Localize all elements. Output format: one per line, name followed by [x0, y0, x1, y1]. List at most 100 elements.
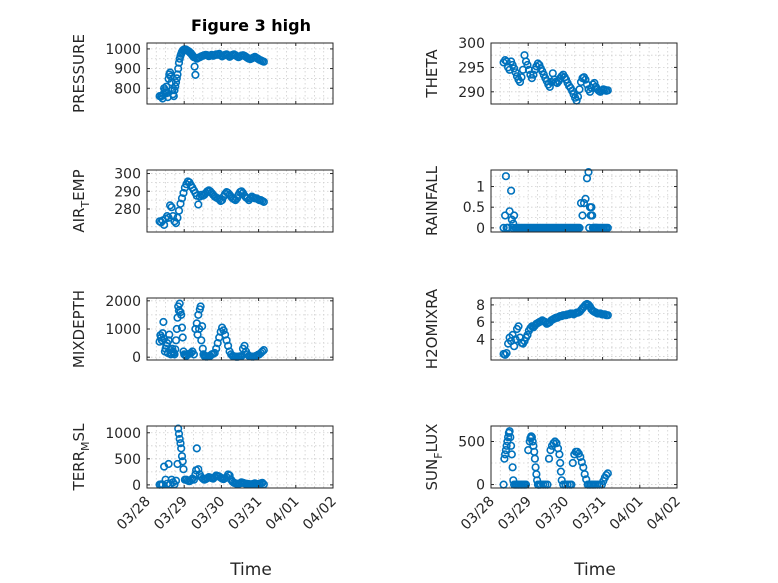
figure-title: Figure 3 high [191, 16, 311, 35]
y-tick-label: 1000 [105, 42, 141, 58]
x-tick-label: 04/01 [607, 494, 647, 534]
data-point [258, 347, 267, 356]
data-point [530, 454, 540, 463]
data-point [176, 439, 185, 448]
data-point [170, 86, 179, 95]
y-tick-label: 0 [476, 478, 485, 494]
data-point [164, 459, 173, 469]
data-point [507, 441, 516, 450]
data-point [179, 188, 188, 198]
y-axis-label: AIRTEMP [70, 169, 92, 232]
data-point [581, 75, 590, 84]
data-point [528, 437, 537, 446]
data-point [177, 310, 186, 320]
data-point [175, 434, 184, 444]
data-point [505, 207, 514, 216]
data-point [159, 317, 168, 327]
axes-box [490, 425, 678, 489]
y-tick-label: 500 [114, 452, 141, 468]
data-point [509, 64, 519, 73]
data-point [579, 199, 589, 208]
data-point [576, 452, 585, 462]
data-point [556, 467, 566, 476]
x-tick-label: 03/31 [226, 494, 266, 534]
data-point [189, 350, 198, 359]
data-point [585, 87, 595, 96]
data-point [172, 74, 181, 83]
data-point [568, 458, 577, 468]
data-point [578, 211, 587, 220]
data-point [603, 311, 612, 320]
data-point [164, 213, 173, 222]
data-point [259, 57, 268, 66]
data-point [501, 446, 511, 455]
y-tick-label: 280 [114, 202, 141, 218]
data-point [170, 350, 179, 359]
data-point [517, 73, 526, 82]
y-tick-label: 300 [114, 167, 141, 183]
y-tick-label: 8 [476, 298, 485, 314]
data-point [500, 454, 509, 463]
data-point [587, 203, 596, 212]
data-point [174, 206, 184, 215]
x-tick-label: 03/28 [114, 494, 154, 534]
data-point [603, 223, 612, 232]
y-tick-label: 300 [458, 36, 485, 52]
data-point [192, 444, 201, 453]
y-tick-label: 0.5 [463, 200, 485, 216]
data-point [259, 197, 268, 206]
y-tick-label: 1000 [105, 426, 141, 442]
data-point [259, 346, 268, 355]
data-point [523, 330, 532, 340]
y-tick-label: 800 [114, 81, 141, 97]
data-point [584, 168, 593, 177]
y-axis-label: SUNFLUX [423, 424, 445, 491]
y-tick-label: 290 [458, 85, 485, 101]
data-point [504, 223, 513, 232]
data-point [177, 452, 187, 461]
data-point [580, 470, 589, 479]
data-point [557, 476, 566, 485]
data-point [523, 60, 532, 70]
x-tick-label: 04/02 [300, 494, 340, 534]
y-axis-label: THETA [423, 49, 441, 99]
x-axis-label-right: Time [573, 560, 616, 580]
data-point [171, 82, 180, 91]
data-point [172, 324, 181, 334]
subplot-h2omixra: 468 H2OMIXRA [423, 288, 678, 369]
data-point [546, 446, 555, 455]
x-tick-label: 03/29 [151, 494, 191, 534]
subplot-pressure: 800 900 1000 PRESSURE [70, 34, 334, 113]
data-point [196, 302, 205, 311]
axes-box [146, 425, 334, 489]
data-point [577, 458, 586, 467]
data-point [507, 215, 516, 224]
data-point [556, 458, 565, 468]
data-point [171, 345, 180, 354]
data-point [506, 433, 515, 442]
data-point [508, 463, 517, 472]
data-point [178, 333, 187, 342]
y-tick-label: 500 [458, 435, 485, 451]
data-point [501, 211, 510, 220]
data-point [165, 330, 174, 339]
axes-box [490, 169, 678, 233]
x-tick-label: 03/31 [570, 494, 610, 534]
data-point [166, 68, 175, 77]
y-tick-label: 6 [476, 315, 485, 331]
data-point [210, 348, 219, 358]
data-point [197, 336, 206, 345]
x-tick-label: 03/28 [458, 494, 498, 534]
data-point [549, 439, 558, 448]
data-point [175, 299, 184, 308]
data-point [171, 78, 181, 87]
data-point [575, 223, 584, 232]
data-point [507, 450, 516, 459]
data-point [544, 454, 554, 463]
data-point [194, 465, 203, 474]
data-point [178, 457, 187, 466]
data-point [588, 211, 597, 220]
data-point [529, 70, 538, 79]
